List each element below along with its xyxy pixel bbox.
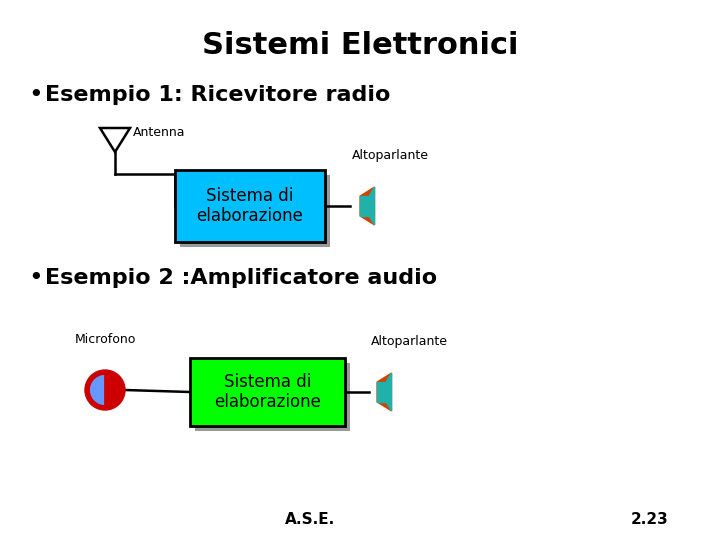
FancyBboxPatch shape: [175, 170, 325, 242]
Polygon shape: [360, 187, 374, 225]
Polygon shape: [377, 373, 392, 411]
Text: Altoparlante: Altoparlante: [352, 149, 429, 162]
FancyBboxPatch shape: [190, 358, 345, 426]
Polygon shape: [386, 373, 392, 411]
Text: A.S.E.: A.S.E.: [285, 512, 335, 528]
Text: Sistemi Elettronici: Sistemi Elettronici: [202, 30, 518, 59]
Polygon shape: [360, 196, 369, 216]
FancyBboxPatch shape: [195, 363, 350, 431]
FancyBboxPatch shape: [180, 175, 330, 247]
Text: Sistema di
elaborazione: Sistema di elaborazione: [197, 187, 303, 225]
Text: Sistema di
elaborazione: Sistema di elaborazione: [214, 373, 321, 411]
Polygon shape: [91, 376, 105, 404]
Text: Antenna: Antenna: [133, 126, 186, 139]
Text: Esempio 2 :Amplificatore audio: Esempio 2 :Amplificatore audio: [45, 268, 437, 288]
Text: Altoparlante: Altoparlante: [371, 335, 448, 348]
Text: 2.23: 2.23: [631, 512, 669, 528]
Text: •: •: [28, 266, 42, 290]
Text: Microfono: Microfono: [74, 333, 135, 346]
Polygon shape: [369, 187, 374, 225]
Text: •: •: [28, 83, 42, 107]
Text: Esempio 1: Ricevitore radio: Esempio 1: Ricevitore radio: [45, 85, 390, 105]
Circle shape: [85, 370, 125, 410]
Polygon shape: [377, 382, 386, 402]
